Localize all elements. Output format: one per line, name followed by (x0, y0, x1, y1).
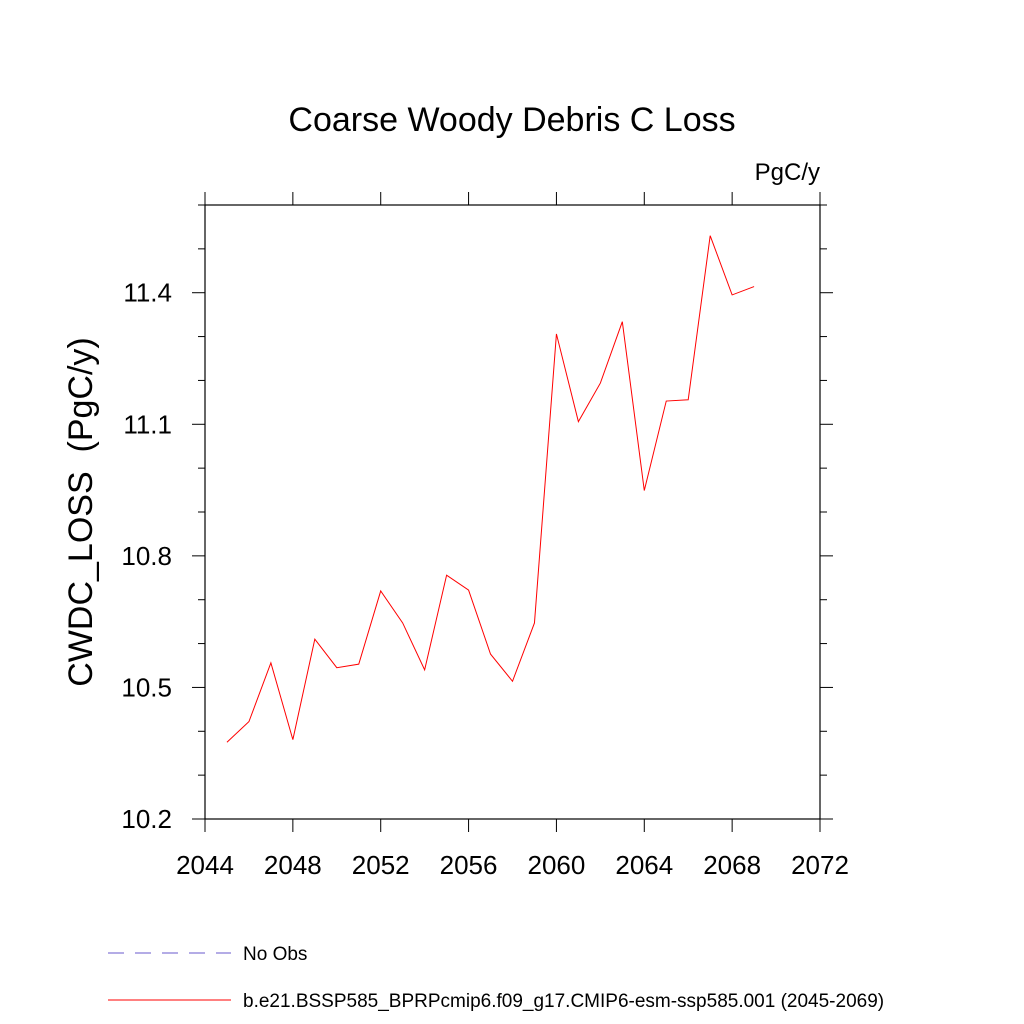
x-tick-label: 2048 (264, 850, 322, 880)
x-tick-label: 2064 (615, 850, 673, 880)
legend-label-no-obs: No Obs (243, 944, 307, 965)
x-tick-label: 2068 (703, 850, 761, 880)
y-tick-label: 11.1 (123, 409, 172, 439)
legend: No Obs b.e21.BSSP585_BPRPcmip6.f09_g17.C… (108, 944, 884, 1012)
chart-title: Coarse Woody Debris C Loss (288, 101, 735, 139)
data-series (226, 235, 755, 743)
y-axis-label: CWDC_LOSS (PgC/y) (62, 337, 100, 687)
x-tick-label: 2072 (791, 850, 849, 880)
units-label: PgC/y (755, 159, 820, 186)
y-tick-label: 10.5 (121, 672, 172, 702)
y-tick-label: 10.8 (121, 541, 172, 571)
x-tick-label: 2056 (440, 850, 498, 880)
y-tick-label: 11.4 (123, 278, 172, 308)
axis-ticks (192, 192, 833, 832)
series-line (226, 235, 755, 743)
axis-tick-labels: 2044 2048 2052 2056 2060 2064 2068 2072 10.2 10.5… (121, 278, 849, 880)
x-tick-label: 2052 (352, 850, 410, 880)
y-tick-label: 10.2 (121, 804, 172, 834)
legend-label-model: b.e21.BSSP585_BPRPcmip6.f09_g17.CMIP6-es… (243, 991, 884, 1012)
x-tick-label: 2044 (176, 850, 234, 880)
plot-frame (204, 204, 821, 820)
x-tick-label: 2060 (528, 850, 586, 880)
